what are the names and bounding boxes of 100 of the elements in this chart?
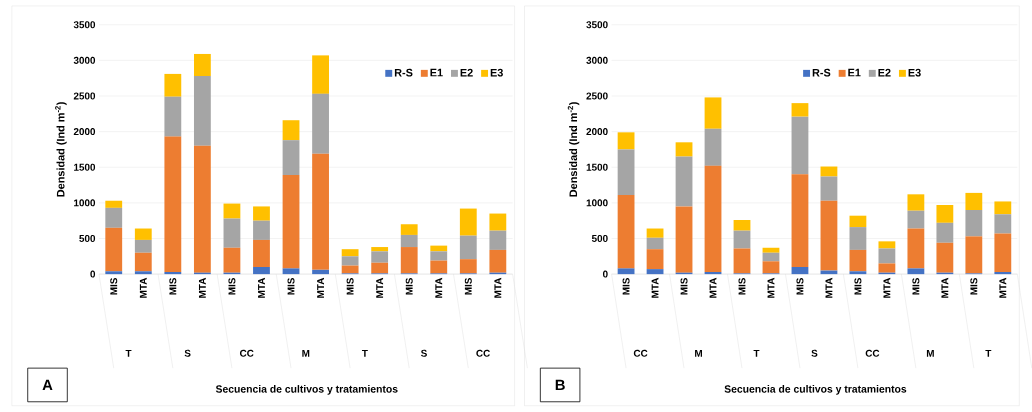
bar	[400, 235, 418, 248]
bar	[105, 200, 123, 209]
bar	[675, 156, 693, 207]
legend-label: E1	[430, 69, 443, 77]
bar	[907, 268, 925, 275]
legend-label: E1	[848, 69, 861, 77]
bar	[164, 96, 182, 137]
text: S	[184, 349, 191, 357]
x-tick-label: MIS	[346, 278, 354, 295]
bar	[646, 237, 664, 250]
x-axis-title: Secuencia de cultivos y tratamientos	[215, 385, 398, 395]
bar	[341, 249, 359, 257]
bar	[820, 176, 838, 201]
y-tick-label: 1000	[74, 199, 96, 207]
x-tick-label: MTA	[941, 278, 949, 298]
bar	[849, 250, 867, 272]
bar	[193, 76, 211, 147]
x-tick-label: MIS	[464, 278, 472, 295]
bar	[617, 268, 635, 275]
text: B	[555, 380, 565, 391]
bar	[994, 201, 1012, 215]
bar	[936, 205, 954, 223]
y-tick-label: 500	[591, 235, 608, 243]
legend-label: E3	[490, 68, 503, 77]
bar	[253, 240, 270, 268]
legend-label: E2	[878, 68, 891, 77]
bar	[617, 132, 635, 150]
bar	[223, 247, 241, 273]
text: T	[361, 350, 368, 357]
text: M	[302, 350, 310, 357]
bar	[282, 268, 300, 275]
bar	[134, 252, 152, 272]
text: CC	[476, 349, 490, 357]
bar	[459, 235, 477, 260]
bar	[430, 260, 448, 274]
bar	[282, 175, 300, 269]
x-tick-label: MTA	[883, 278, 891, 298]
x-tick-label: MTA	[999, 278, 1007, 298]
text: T	[985, 350, 992, 357]
legend-label: R-S	[394, 68, 413, 77]
bar	[134, 240, 152, 253]
bar	[907, 194, 925, 211]
x-tick-label: MIS	[169, 278, 177, 295]
x-tick-label: MTA	[258, 278, 265, 298]
bar	[312, 270, 329, 275]
x-tick-label: MTA	[494, 278, 502, 298]
bar	[936, 222, 954, 243]
bar	[704, 128, 722, 166]
x-tick-label: MTA	[825, 278, 833, 298]
y-tick-label: 3500	[73, 21, 96, 29]
bar	[489, 213, 507, 231]
text: CC	[865, 349, 880, 357]
bar	[733, 220, 751, 231]
x-tick-label: MTA	[317, 278, 324, 298]
bar	[965, 236, 983, 274]
bar	[193, 54, 211, 77]
bar	[994, 214, 1012, 234]
y-tick-label: 0	[90, 270, 96, 278]
bar	[282, 120, 300, 141]
y-tick-label: 0	[602, 270, 608, 278]
bar	[733, 248, 751, 274]
y-axis-title: Densidad (Ind m$^{-2}$)	[55, 102, 67, 197]
x-tick-label: MTA	[139, 278, 147, 298]
bar	[371, 262, 389, 274]
y-tick-label: 2500	[586, 92, 608, 100]
x-tick-label: MIS	[970, 278, 978, 295]
bar	[193, 146, 211, 273]
text: S	[420, 349, 427, 357]
bar	[459, 259, 477, 274]
bar	[849, 215, 867, 228]
bar	[733, 230, 751, 249]
text: A	[42, 380, 53, 391]
bar	[965, 210, 983, 237]
y-tick-label: 500	[79, 235, 96, 243]
y-tick-label: 2000	[73, 128, 96, 136]
y-tick-label: 1500	[74, 163, 96, 171]
bar	[371, 251, 389, 263]
bar	[907, 210, 925, 229]
x-tick-label: MIS	[854, 278, 862, 295]
x-tick-label: MIS	[738, 278, 746, 295]
bar	[400, 247, 418, 274]
x-tick-label: MIS	[680, 278, 688, 295]
bar	[907, 228, 925, 269]
text: M	[695, 350, 702, 357]
bar	[134, 271, 152, 275]
bar	[878, 248, 896, 264]
bar	[994, 233, 1012, 273]
y-tick-label: 1500	[586, 163, 608, 171]
bar	[312, 94, 329, 154]
bar	[791, 174, 809, 268]
bar	[646, 249, 664, 270]
bar	[675, 142, 693, 157]
bar	[282, 140, 300, 176]
x-tick-label: MTA	[651, 278, 659, 298]
legend-label: E2	[460, 68, 473, 77]
x-tick-label: MTA	[709, 278, 717, 298]
x-axis-title: Secuencia de cultivos y tratamientos	[724, 385, 907, 395]
bar	[489, 230, 507, 251]
bar	[253, 206, 270, 221]
text: T	[753, 350, 760, 357]
